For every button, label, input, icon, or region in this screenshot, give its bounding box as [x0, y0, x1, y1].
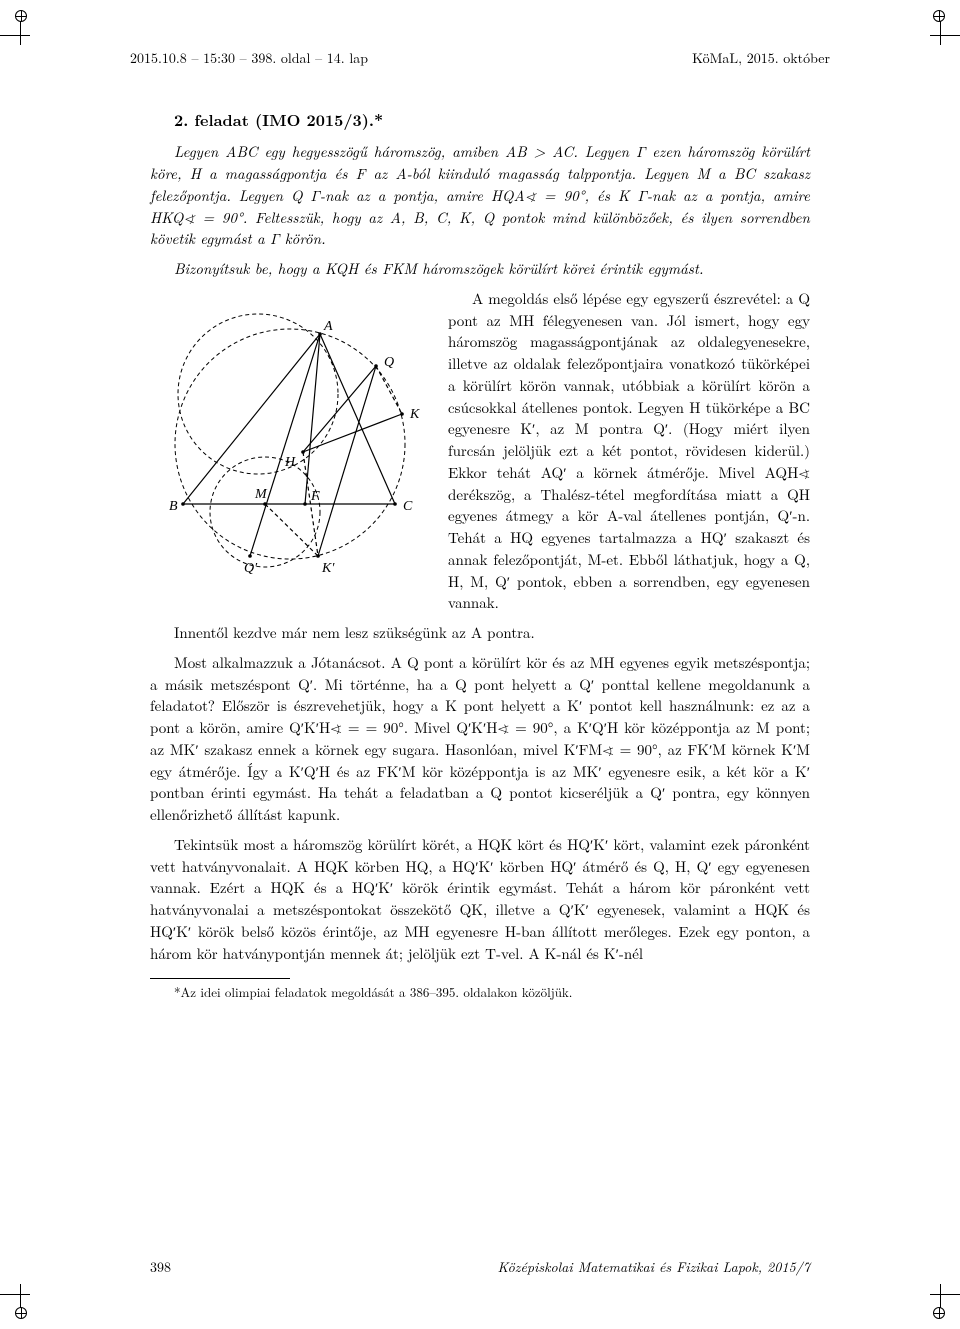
content-block: 2. feladat (IMO 2015/3).* Legyen ABC egy… [120, 108, 840, 1002]
problem-para-1: Legyen ABC egy hegyesszögű háromszög, am… [150, 141, 810, 250]
geometry-figure: A Q K H M F B C Q′ K′ [150, 294, 430, 594]
page-number: 398 [150, 1257, 171, 1277]
footnote-rule [150, 978, 290, 979]
running-foot: 398 Középiskolai Matematikai és Fizikai … [150, 1257, 810, 1277]
header-left: 2015.10.8 – 15:30 – 398. oldal – 14. lap [130, 48, 368, 68]
problem-title: 2. feladat (IMO 2015/3).* [150, 108, 810, 131]
footnote: *Az idei olimpiai feladatok megoldását a… [150, 983, 810, 1002]
journal-ref: Középiskolai Matematikai és Fizikai Lapo… [498, 1257, 810, 1277]
problem-para-2: Bizonyítsuk be, hogy a KQH és FKM hároms… [150, 258, 810, 280]
crop-target [933, 1307, 945, 1319]
svg-text:A: A [323, 319, 333, 334]
crop-target [15, 10, 27, 22]
solution-para-2: Innentől kezdve már nem lesz szükségünk … [150, 622, 810, 644]
svg-text:H: H [284, 455, 296, 470]
svg-text:Q′: Q′ [244, 561, 258, 576]
solution-para-3: Most alkalmazzuk a Jótanácsot. A Q pont … [150, 652, 810, 826]
svg-text:K′: K′ [321, 561, 335, 576]
svg-text:K: K [409, 407, 420, 422]
running-head: 2015.10.8 – 15:30 – 398. oldal – 14. lap… [120, 48, 840, 68]
solution-block: AQKHMFBCQ′K′ A megoldás első lépése egy … [150, 288, 810, 965]
svg-text:B: B [169, 499, 178, 514]
crop-target [15, 1307, 27, 1319]
svg-text:Q: Q [384, 355, 394, 370]
svg-text:C: C [403, 499, 413, 514]
crop-target [933, 10, 945, 22]
page: 2015.10.8 – 15:30 – 398. oldal – 14. lap… [0, 0, 960, 1329]
problem-statement: Legyen ABC egy hegyesszögű háromszög, am… [150, 141, 810, 280]
svg-text:M: M [254, 487, 268, 502]
header-right: KöMaL, 2015. október [692, 48, 830, 68]
svg-text:F: F [310, 489, 320, 504]
solution-para-4: Tekintsük most a háromszög körülírt köré… [150, 834, 810, 965]
